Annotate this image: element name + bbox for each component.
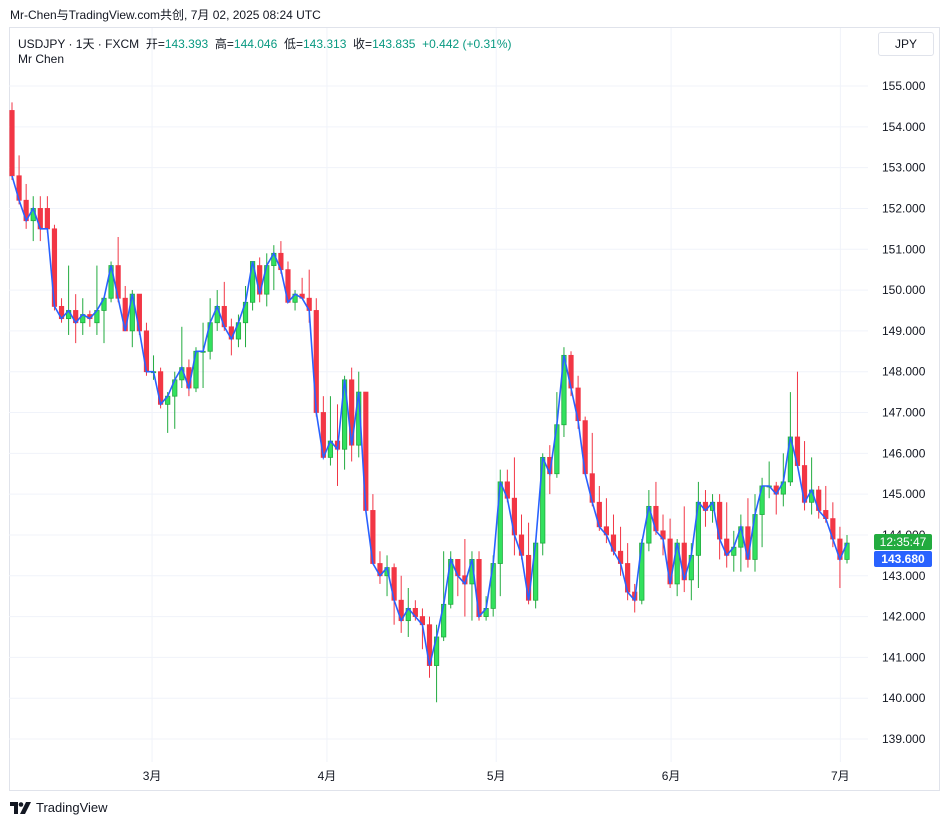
y-tick-label: 140.000 — [882, 691, 926, 705]
y-tick-label: 143.000 — [882, 569, 926, 583]
y-tick-label: 147.000 — [882, 406, 926, 420]
last-price-tag: 143.680 — [874, 551, 932, 567]
y-tick-label: 150.000 — [882, 283, 926, 297]
y-tick-label: 146.000 — [882, 446, 926, 460]
candle-body — [44, 208, 50, 230]
chart-caption: Mr-Chen与TradingView.com共创, 7月 02, 2025 0… — [10, 8, 321, 22]
y-tick-label: 141.000 — [882, 650, 926, 664]
change-value: +0.442 (+0.31%) — [422, 37, 512, 51]
y-tick-label: 155.000 — [882, 79, 926, 93]
high-label: 高= — [214, 37, 234, 51]
x-axis-ticks: 3月 4月 5月 6月 7月 — [143, 769, 850, 783]
x-tick-label: 4月 — [318, 769, 337, 783]
y-tick-label: 139.000 — [882, 732, 926, 746]
y-tick-label: 153.000 — [882, 161, 926, 175]
countdown-tag: 12:35:47 — [874, 534, 932, 550]
symbol-label[interactable]: USDJPY · 1天 · FXCM — [18, 37, 140, 51]
author-name: Mr Chen — [18, 52, 65, 66]
currency-button[interactable]: JPY — [878, 32, 934, 56]
y-tick-label: 142.000 — [882, 610, 926, 624]
x-tick-label: 7月 — [831, 769, 850, 783]
y-tick-label: 151.000 — [882, 242, 926, 256]
grid-lines — [9, 28, 868, 762]
open-value: 143.393 — [164, 37, 209, 51]
y-tick-label: 145.000 — [882, 487, 926, 501]
chart-frame — [9, 27, 940, 791]
low-label: 低= — [283, 37, 303, 51]
tradingview-logo-icon — [10, 801, 31, 814]
y-tick-label: 154.000 — [882, 120, 926, 134]
y-axis-ticks: 139.000140.000141.000142.000143.000144.0… — [882, 79, 926, 746]
symbol-legend: USDJPY · 1天 · FXCM 开=143.393 高=144.046 低… — [18, 35, 512, 52]
y-tick-label: 148.000 — [882, 365, 926, 379]
y-tick-label: 152.000 — [882, 201, 926, 215]
x-tick-label: 3月 — [143, 769, 162, 783]
close-value: 143.835 — [372, 37, 416, 51]
candles — [9, 102, 850, 703]
low-value: 143.313 — [302, 37, 347, 51]
high-value: 144.046 — [233, 37, 278, 51]
candle-body — [9, 110, 15, 177]
tradingview-footer[interactable]: TradingView — [10, 800, 108, 815]
x-tick-label: 5月 — [487, 769, 506, 783]
x-tick-label: 6月 — [662, 769, 681, 783]
y-tick-label: 149.000 — [882, 324, 926, 338]
footer-brand: TradingView — [36, 800, 108, 815]
close-label: 收= — [353, 37, 373, 51]
open-label: 开= — [145, 37, 165, 51]
close-line — [11, 175, 848, 666]
